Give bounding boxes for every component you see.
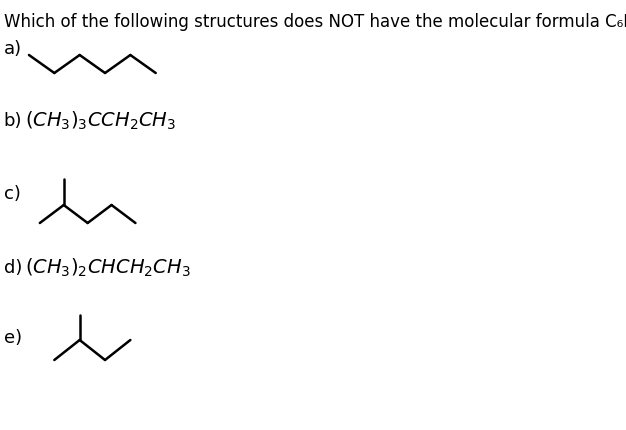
Text: d): d) bbox=[4, 258, 22, 276]
Text: a): a) bbox=[4, 40, 22, 58]
Text: b): b) bbox=[4, 112, 22, 130]
Text: $(CH_3)_2CHCH_2CH_3$: $(CH_3)_2CHCH_2CH_3$ bbox=[25, 256, 191, 279]
Text: c): c) bbox=[4, 184, 21, 203]
Text: $(CH_3)_3CCH_2CH_3$: $(CH_3)_3CCH_2CH_3$ bbox=[25, 110, 177, 132]
Text: e): e) bbox=[4, 328, 22, 346]
Text: Which of the following structures does NOT have the molecular formula C₆H₁₄?: Which of the following structures does N… bbox=[4, 13, 626, 31]
